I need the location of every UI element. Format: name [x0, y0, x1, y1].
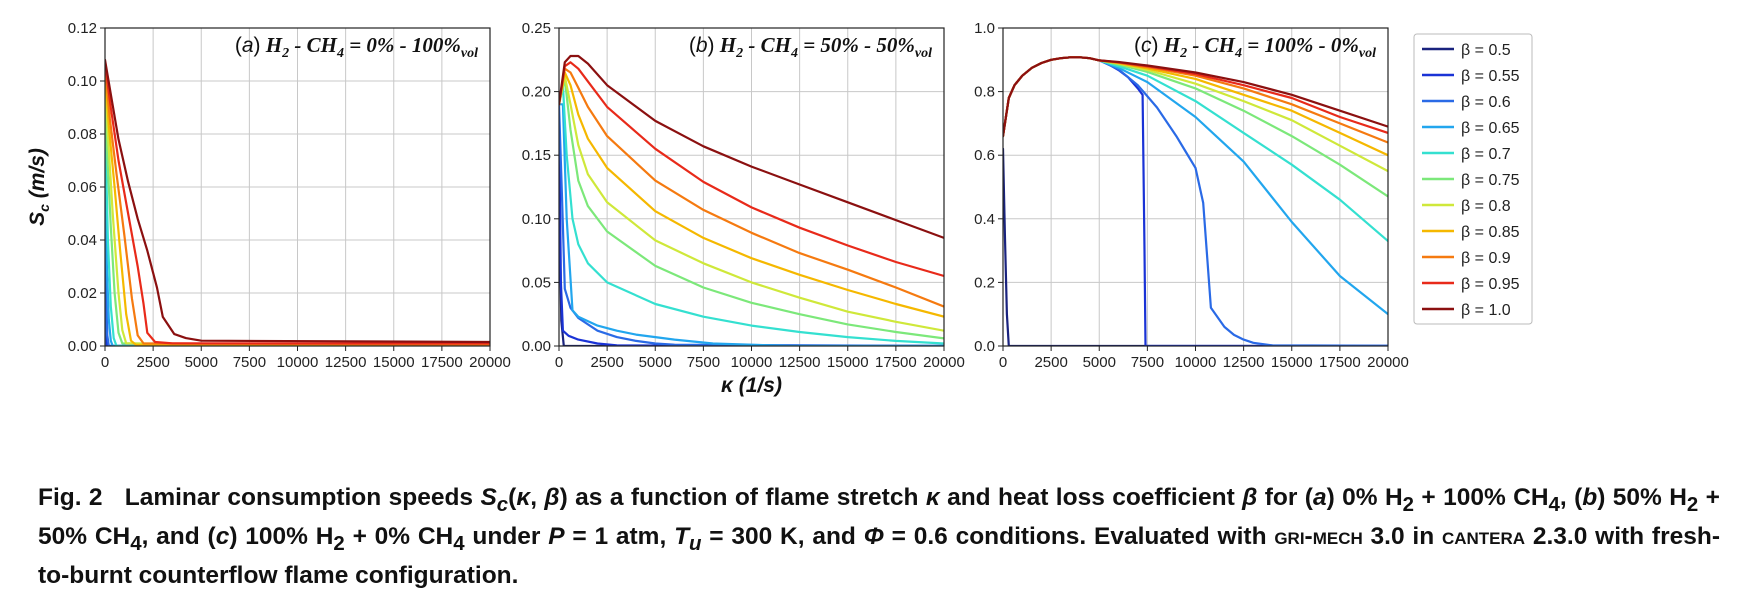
- x-tick-label: 5000: [185, 354, 218, 371]
- y-tick-label: 0.4: [974, 211, 995, 228]
- x-tick-label: 15000: [1271, 354, 1313, 371]
- y-tick-label: 0.25: [522, 20, 551, 37]
- series-line-beta-0.65: [559, 103, 944, 346]
- legend-label: β = 0.5: [1461, 42, 1511, 59]
- x-tick-label: 2500: [1034, 354, 1067, 371]
- x-tick-label: 12500: [779, 354, 821, 371]
- legend-label: β = 0.7: [1461, 146, 1511, 163]
- x-tick-label: 7500: [687, 354, 720, 371]
- y-tick-label: 0.02: [68, 285, 97, 302]
- series-line-beta-0.8: [559, 75, 944, 332]
- y-tick-label: 0.10: [68, 73, 97, 90]
- figure: 0 2500 5000 7500 10000 12500 15000 17500 20000 0.…: [26, 20, 1533, 397]
- x-tick-label: 0: [999, 354, 1007, 371]
- series-line-beta-0.85: [105, 66, 490, 346]
- legend-label: β = 0.95: [1461, 276, 1520, 293]
- panel-a: 0 2500 5000 7500 10000 12500 15000 17500 20000 0.…: [26, 20, 511, 371]
- y-tick-label: 0.12: [68, 20, 97, 37]
- x-tick-label: 12500: [325, 354, 367, 371]
- y-tick-label: 0.8: [974, 84, 995, 101]
- y-tick-label: 0.05: [522, 274, 551, 291]
- figure-caption: Fig. 2 Laminar consumption speeds Sc(κ, …: [38, 484, 1720, 589]
- x-tick-label: 15000: [827, 354, 869, 371]
- y-tick-label: 0.0: [974, 338, 995, 355]
- series-line-beta-0.5: [1003, 147, 1388, 346]
- x-tick-label: 20000: [1367, 354, 1409, 371]
- series-line-beta-0.6: [559, 103, 944, 346]
- y-tick-label: 0.15: [522, 147, 551, 164]
- panel-title-b: (b) H2 - CH4 = 50% - 50%vol: [689, 33, 932, 61]
- y-tick-label: 0.00: [68, 338, 97, 355]
- legend-box: [1413, 33, 1533, 325]
- legend-label: β = 0.75: [1461, 172, 1520, 189]
- y-tick-label: 0.08: [68, 126, 97, 143]
- y-tick-label: 0.00: [522, 338, 551, 355]
- x-tick-label: 17500: [421, 354, 463, 371]
- legend-label: β = 1.0: [1461, 302, 1511, 319]
- series-group: [559, 54, 944, 346]
- legend-label: β = 0.6: [1461, 94, 1511, 111]
- legend-label: β = 0.55: [1461, 68, 1520, 85]
- panel-title-c: (c) H2 - CH4 = 100% - 0%vol: [1134, 33, 1376, 61]
- x-tick-label: 2500: [590, 354, 623, 371]
- y-tick-label: 0.20: [522, 84, 551, 101]
- x-tick-label: 12500: [1223, 354, 1265, 371]
- x-tick-label: 0: [555, 354, 563, 371]
- x-tick-label: 10000: [731, 354, 773, 371]
- x-tick-label: 17500: [875, 354, 917, 371]
- y-tick-label: 0.10: [522, 211, 551, 228]
- legend-label: β = 0.85: [1461, 224, 1520, 241]
- panel-b: 0 2500 5000 7500 10000 12500 15000 17500 20000 0.…: [522, 20, 965, 397]
- series-line-beta-1.0: [1003, 56, 1388, 138]
- x-tick-label: 5000: [639, 354, 672, 371]
- series-line-beta-0.75: [105, 72, 490, 346]
- x-tick-label: 20000: [923, 354, 965, 371]
- x-tick-label: 15000: [373, 354, 415, 371]
- series-line-beta-1.0: [105, 58, 490, 344]
- y-tick-label: 1.0: [974, 20, 995, 37]
- series-line-beta-0.75: [559, 77, 944, 340]
- legend-label: β = 0.65: [1461, 120, 1520, 137]
- y-tick-label: 0.06: [68, 179, 97, 196]
- series-line-beta-0.7: [559, 84, 944, 345]
- series-line-beta-0.95: [105, 61, 490, 345]
- y-axis-label: Sc (m/s): [26, 148, 52, 226]
- grid: [104, 27, 491, 347]
- y-tick-label: 0.2: [974, 274, 995, 291]
- x-tick-label: 7500: [233, 354, 266, 371]
- x-tick-label: 7500: [1131, 354, 1164, 371]
- legend: β = 0.5 β = 0.55 β = 0.6 β = 0.65 β = 0.7 β =…: [1413, 33, 1533, 325]
- x-tick-label: 17500: [1319, 354, 1361, 371]
- x-tick-label: 10000: [1175, 354, 1217, 371]
- x-tick-label: 2500: [136, 354, 169, 371]
- series-line-beta-0.55: [559, 115, 944, 346]
- series-line-beta-0.9: [105, 63, 490, 346]
- x-tick-label: 0: [101, 354, 109, 371]
- panel-title-a: (a) H2 - CH4 = 0% - 100%vol: [235, 33, 478, 61]
- series-line-beta-0.95: [559, 61, 944, 278]
- x-tick-label: 10000: [277, 354, 319, 371]
- caption-fig-label: Fig. 2: [38, 484, 103, 511]
- grid: [558, 27, 945, 347]
- series-group: [1003, 56, 1388, 346]
- series-line-beta-0.9: [559, 67, 944, 308]
- series-line-beta-0.8: [105, 69, 490, 346]
- series-line-beta-0.85: [559, 71, 944, 318]
- y-tick-label: 0.6: [974, 147, 995, 164]
- panel-c: 0 2500 5000 7500 10000 12500 15000 17500 20000 0.…: [974, 20, 1409, 371]
- x-axis-label: κ (1/s): [721, 374, 782, 397]
- series-line-beta-0.7: [105, 79, 490, 346]
- x-tick-label: 5000: [1083, 354, 1116, 371]
- series-line-beta-1.0: [559, 54, 944, 239]
- legend-label: β = 0.9: [1461, 250, 1511, 267]
- x-tick-label: 20000: [469, 354, 511, 371]
- legend-label: β = 0.8: [1461, 198, 1511, 215]
- y-tick-label: 0.04: [68, 232, 97, 249]
